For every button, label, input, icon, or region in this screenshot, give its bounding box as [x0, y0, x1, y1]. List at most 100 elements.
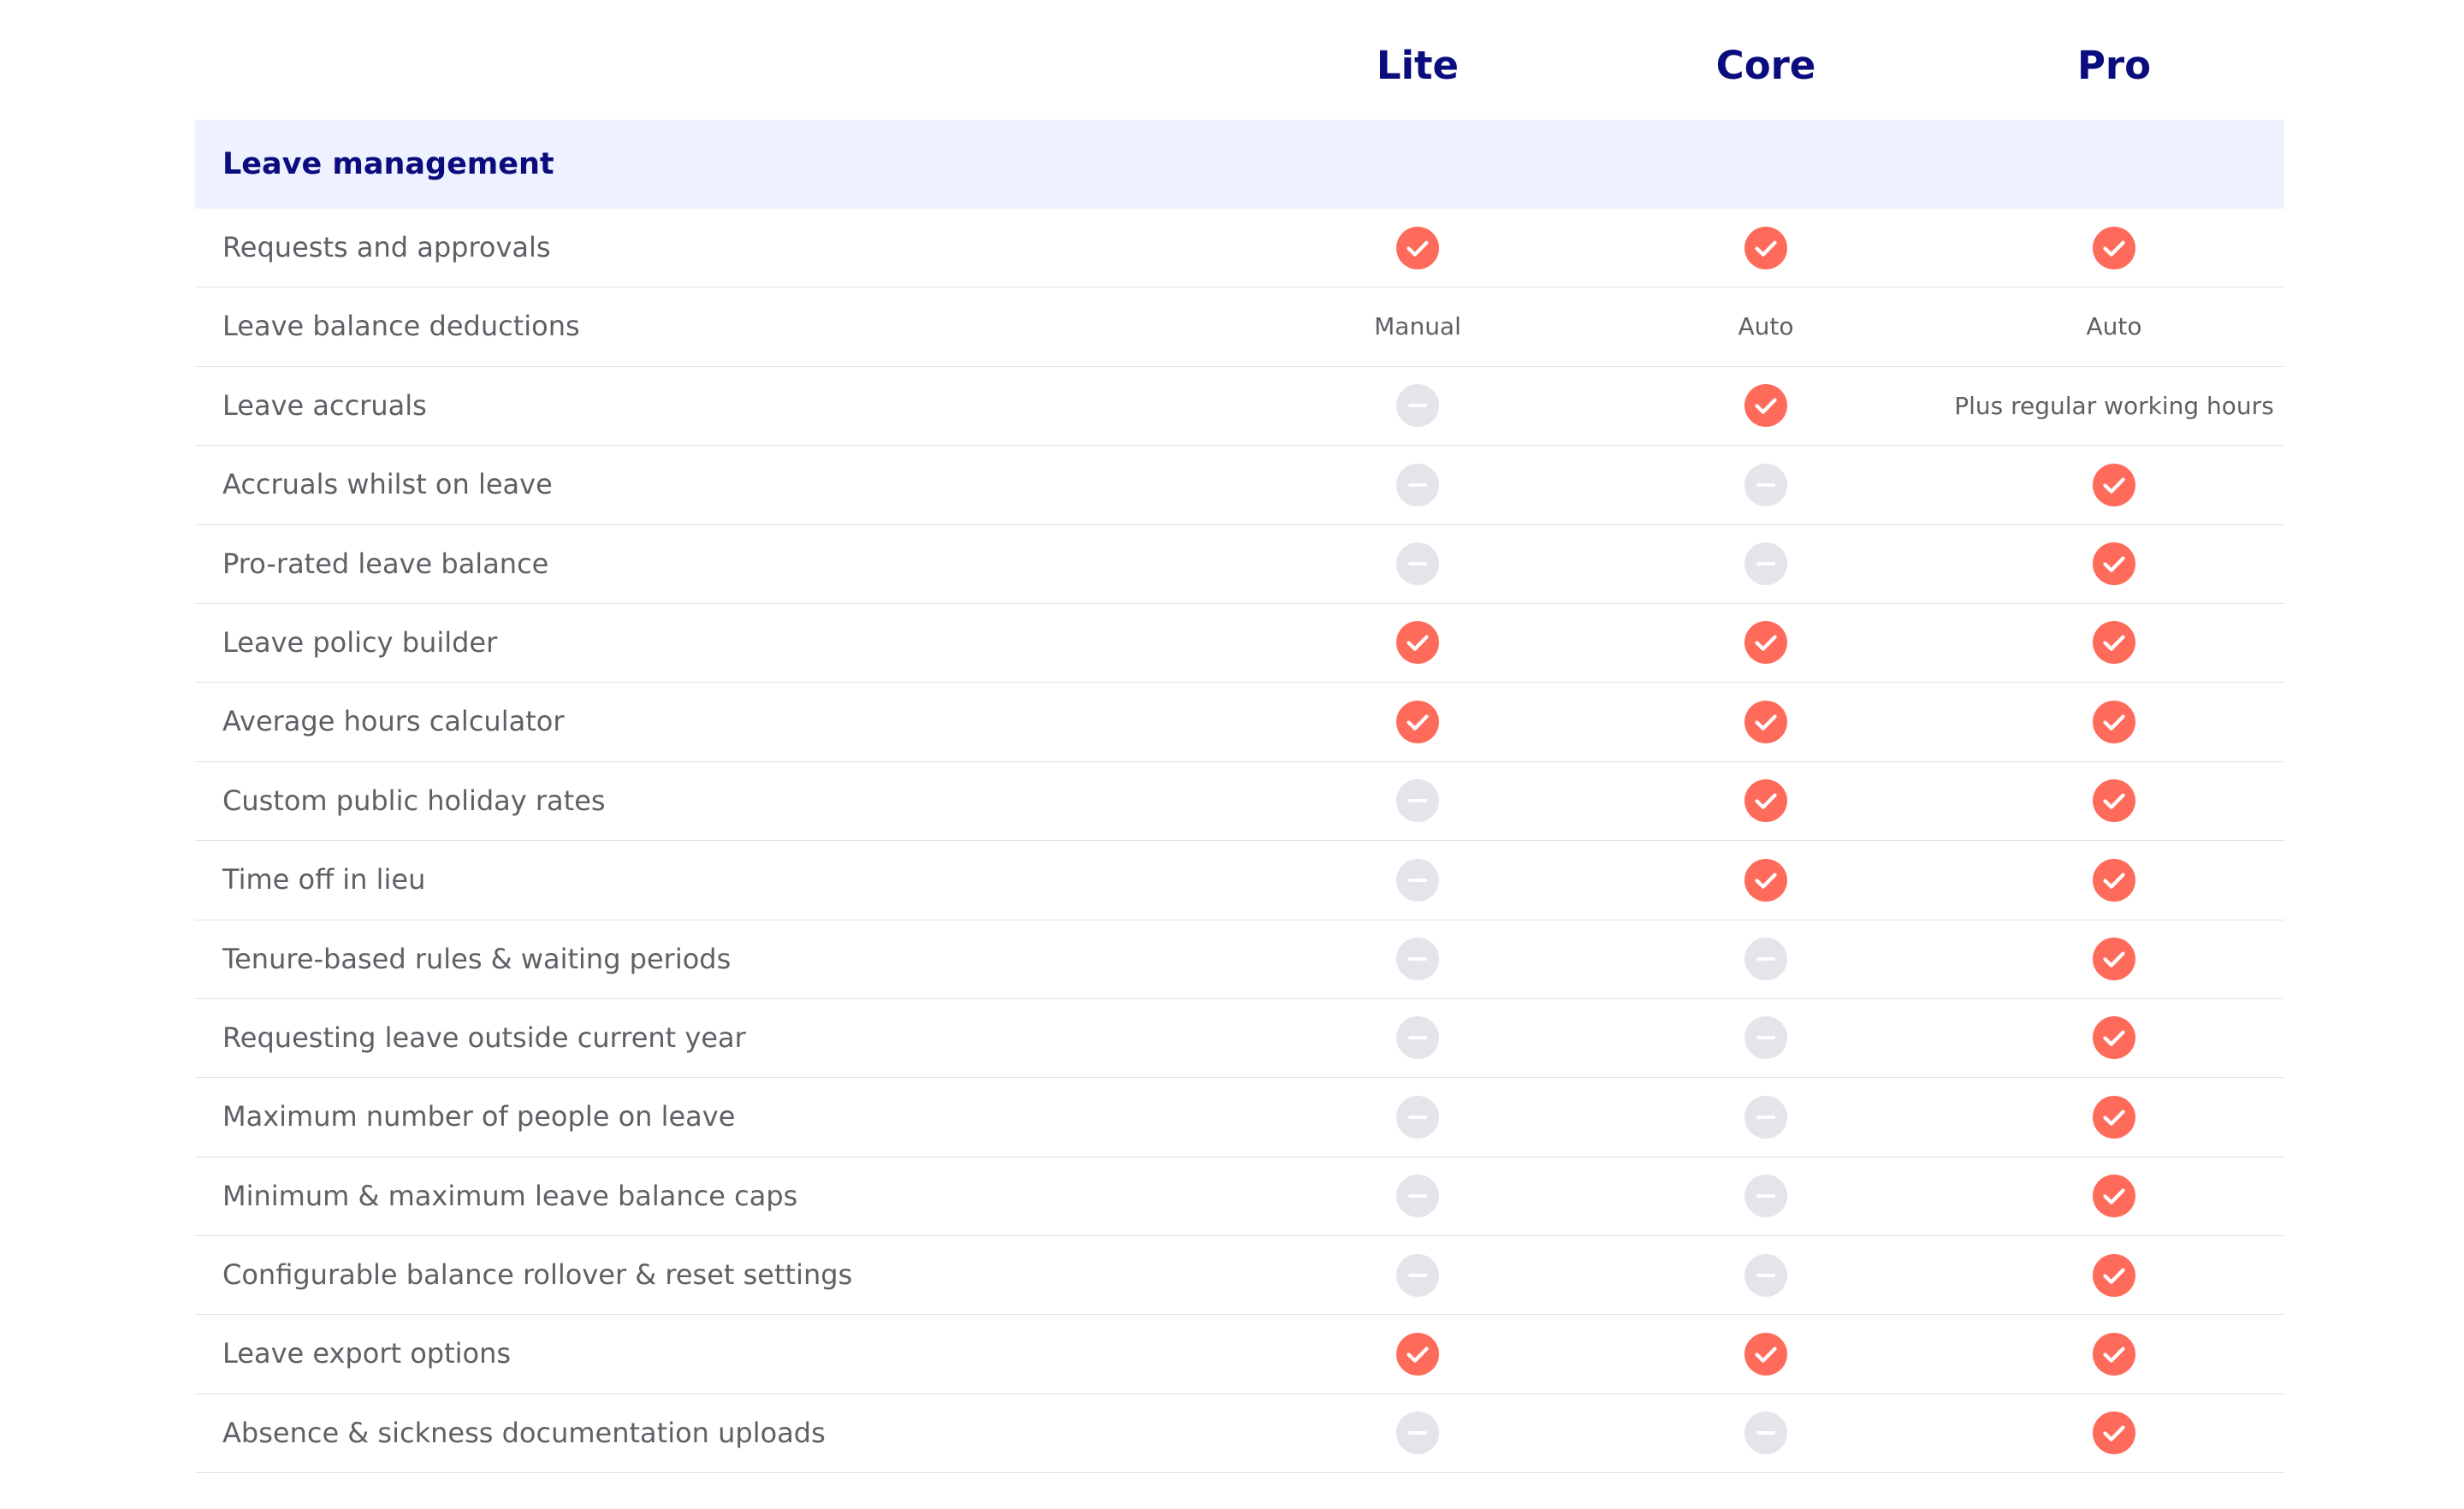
cell-pro	[2093, 841, 2135, 919]
check-circle-icon	[2093, 542, 2135, 586]
feature-label: Leave accruals	[222, 388, 427, 422]
cell-pro: Auto	[2086, 287, 2141, 365]
plan-name-lite: Lite	[1376, 43, 1460, 88]
check-circle-icon	[1396, 621, 1439, 665]
check-circle-icon	[2093, 700, 2135, 743]
check-circle-icon	[2093, 1332, 2135, 1376]
check-circle-icon	[2093, 1411, 2135, 1455]
dash-circle-icon	[1396, 938, 1439, 981]
cell-core	[1744, 604, 1787, 682]
check-circle-icon	[2093, 938, 2135, 981]
dash-circle-icon	[1744, 1411, 1787, 1455]
cell-pro: Plus regular working hours	[1954, 367, 2274, 445]
feature-label: Requesting leave outside current year	[222, 1021, 746, 1054]
cell-lite: Manual	[1374, 287, 1461, 365]
feature-label: Leave export options	[222, 1337, 512, 1370]
feature-label: Leave balance deductions	[222, 310, 580, 343]
check-circle-icon	[1744, 1332, 1787, 1376]
dash-circle-icon	[1744, 463, 1787, 506]
cell-core	[1744, 1236, 1787, 1314]
table-row: Requesting leave outside current year	[195, 999, 2284, 1079]
feature-label: Leave policy builder	[222, 625, 498, 659]
check-circle-icon	[1396, 700, 1439, 743]
cell-pro	[2093, 1078, 2135, 1156]
cell-core	[1744, 1078, 1787, 1156]
feature-label: Time off in lieu	[222, 863, 426, 897]
cell-core	[1744, 525, 1787, 603]
dash-circle-icon	[1396, 384, 1439, 428]
dash-circle-icon	[1396, 1175, 1439, 1218]
table-row: Custom public holiday rates	[195, 762, 2284, 842]
cell-core	[1744, 920, 1787, 998]
cell-pro	[2093, 1236, 2135, 1314]
cell-pro	[2093, 920, 2135, 998]
dash-circle-icon	[1744, 542, 1787, 586]
dash-circle-icon	[1396, 1253, 1439, 1297]
section-title: Leave management	[222, 147, 554, 181]
cell-core	[1744, 1157, 1787, 1235]
plan-name-core: Core	[1715, 43, 1816, 88]
table-row: Leave policy builder	[195, 604, 2284, 683]
cell-lite	[1396, 209, 1439, 287]
cell-lite	[1396, 367, 1439, 445]
dash-circle-icon	[1744, 1175, 1787, 1218]
check-circle-icon	[1396, 1332, 1439, 1376]
check-circle-icon	[1744, 384, 1787, 428]
feature-label: Maximum number of people on leave	[222, 1100, 736, 1133]
check-circle-icon	[2093, 1016, 2135, 1060]
check-circle-icon	[2093, 621, 2135, 665]
cell-pro	[2093, 1394, 2135, 1472]
cell-lite	[1396, 762, 1439, 840]
cell-core	[1744, 683, 1787, 760]
plan-header-row: Lite Core Pro	[195, 0, 2284, 120]
cell-core	[1744, 841, 1787, 919]
dash-circle-icon	[1396, 542, 1439, 586]
check-circle-icon	[1396, 226, 1439, 269]
dash-circle-icon	[1396, 463, 1439, 506]
feature-label: Absence & sickness documentation uploads	[222, 1416, 826, 1449]
cell-pro	[2093, 1315, 2135, 1393]
feature-label: Average hours calculator	[222, 705, 565, 738]
cell-lite	[1396, 604, 1439, 682]
cell-lite	[1396, 841, 1439, 919]
cell-pro	[2093, 604, 2135, 682]
table-row: Minimum & maximum leave balance caps	[195, 1157, 2284, 1237]
cell-lite	[1396, 999, 1439, 1077]
cell-lite	[1396, 446, 1439, 524]
cell-pro	[2093, 999, 2135, 1077]
check-circle-icon	[1744, 621, 1787, 665]
cell-lite	[1396, 1157, 1439, 1235]
check-circle-icon	[2093, 463, 2135, 506]
check-circle-icon	[2093, 1095, 2135, 1139]
cell-core	[1744, 1394, 1787, 1472]
check-circle-icon	[1744, 226, 1787, 269]
cell-value: Auto	[1738, 312, 1794, 341]
cell-core	[1744, 999, 1787, 1077]
cell-pro	[2093, 446, 2135, 524]
cell-core	[1744, 446, 1787, 524]
check-circle-icon	[1744, 858, 1787, 902]
feature-label: Configurable balance rollover & reset se…	[222, 1258, 853, 1292]
cell-lite	[1396, 683, 1439, 760]
cell-pro	[2093, 683, 2135, 760]
cell-lite	[1396, 525, 1439, 603]
dash-circle-icon	[1396, 1016, 1439, 1060]
cell-lite	[1396, 920, 1439, 998]
cell-core: Auto	[1738, 287, 1793, 365]
check-circle-icon	[2093, 226, 2135, 269]
check-circle-icon	[1744, 779, 1787, 823]
cell-core	[1744, 762, 1787, 840]
feature-label: Custom public holiday rates	[222, 784, 606, 817]
table-row: Time off in lieu	[195, 841, 2284, 920]
cell-pro	[2093, 525, 2135, 603]
dash-circle-icon	[1744, 1253, 1787, 1297]
feature-label: Pro-rated leave balance	[222, 547, 549, 580]
table-row: Pro-rated leave balance	[195, 525, 2284, 604]
section-header: Leave management	[195, 120, 2284, 209]
cell-lite	[1396, 1394, 1439, 1472]
table-row: Absence & sickness documentation uploads	[195, 1394, 2284, 1474]
check-circle-icon	[2093, 858, 2135, 902]
cell-lite	[1396, 1315, 1439, 1393]
table-row: Configurable balance rollover & reset se…	[195, 1236, 2284, 1316]
